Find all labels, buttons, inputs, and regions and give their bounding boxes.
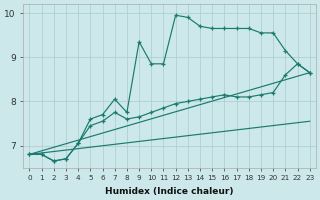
X-axis label: Humidex (Indice chaleur): Humidex (Indice chaleur) — [105, 187, 234, 196]
